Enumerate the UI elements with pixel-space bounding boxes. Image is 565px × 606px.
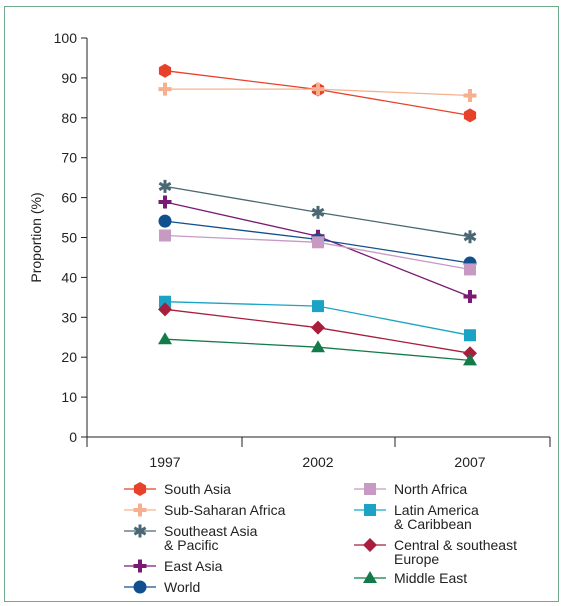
data-point-central-southeast-europe — [463, 346, 477, 361]
legend-marker-middle-east — [363, 571, 377, 583]
data-point-southeast-asia-pacific — [463, 230, 477, 244]
data-point-sub-saharan-africa — [311, 82, 325, 96]
series-middle-east — [158, 332, 477, 366]
figure-frame — [4, 6, 559, 602]
legend-label: Central & southeast Europe — [394, 537, 517, 567]
data-point-central-southeast-europe — [311, 320, 325, 335]
data-point-south-asia — [463, 108, 477, 123]
legend-item-sub-saharan-africa: Sub-Saharan Africa — [124, 502, 286, 518]
data-point-north-africa — [159, 229, 171, 242]
data-point-southeast-asia-pacific — [311, 205, 325, 219]
data-point-world — [158, 214, 172, 228]
legend-label: South Asia — [164, 481, 231, 497]
data-point-south-asia — [158, 63, 172, 78]
legend-item-southeast-asia-pacific: Southeast Asia & Pacific — [124, 523, 258, 553]
data-point-central-southeast-europe — [158, 302, 172, 317]
y-tick-label: 60 — [61, 190, 77, 206]
data-point-east-asia — [463, 290, 477, 304]
legend-item-central-southeast-europe: Central & southeast Europe — [354, 537, 517, 567]
legend-item-south-asia: South Asia — [124, 481, 231, 497]
series-latin-america-caribbean — [159, 295, 476, 342]
legend-marker-central-southeast-europe — [363, 538, 377, 552]
legend-label: North Africa — [394, 481, 467, 497]
series-north-africa — [159, 229, 476, 276]
legend-label: Middle East — [394, 570, 467, 586]
data-point-sub-saharan-africa — [158, 82, 172, 96]
y-tick-label: 30 — [61, 309, 77, 325]
data-point-middle-east — [311, 340, 325, 353]
data-point-middle-east — [158, 332, 172, 345]
series-southeast-asia-pacific — [158, 179, 477, 244]
y-tick-label: 80 — [61, 110, 77, 126]
y-tick-label: 0 — [69, 429, 77, 445]
data-point-east-asia — [158, 195, 172, 209]
data-point-middle-east — [463, 353, 477, 366]
legend-marker-south-asia — [133, 482, 147, 496]
legend-item-north-africa: North Africa — [354, 481, 467, 497]
data-point-north-africa — [464, 263, 476, 276]
legend-marker-southeast-asia-pacific — [133, 524, 147, 538]
legend-label: Latin America & Caribbean — [394, 502, 479, 532]
x-tick-label: 2002 — [302, 454, 333, 470]
legend-label: Sub-Saharan Africa — [164, 502, 286, 518]
data-point-latin-america-caribbean — [464, 329, 476, 342]
legend-marker-sub-saharan-africa — [133, 503, 147, 517]
data-point-north-africa — [312, 236, 324, 249]
y-tick-label: 20 — [61, 349, 77, 365]
series-central-southeast-europe — [158, 302, 477, 361]
legend-label: East Asia — [164, 558, 223, 574]
series-sub-saharan-africa — [158, 82, 477, 102]
y-tick-label: 100 — [54, 30, 78, 46]
y-tick-label: 90 — [61, 70, 77, 86]
legend-label: Southeast Asia & Pacific — [164, 523, 258, 553]
y-tick-label: 50 — [61, 230, 77, 246]
y-tick-label: 70 — [61, 150, 77, 166]
legend-marker-north-africa — [364, 483, 376, 495]
legend-marker-latin-america-caribbean — [364, 504, 376, 516]
x-tick-label: 2007 — [454, 454, 485, 470]
x-tick-label: 1997 — [149, 454, 180, 470]
legend-marker-world — [133, 580, 147, 594]
legend-item-latin-america-caribbean: Latin America & Caribbean — [354, 502, 479, 532]
y-tick-label: 10 — [61, 389, 77, 405]
y-tick-label: 40 — [61, 269, 77, 285]
legend-marker-east-asia — [133, 559, 147, 573]
legend-label: World — [164, 579, 200, 595]
legend-item-middle-east: Middle East — [354, 570, 467, 586]
data-point-sub-saharan-africa — [463, 88, 477, 102]
data-point-southeast-asia-pacific — [158, 179, 172, 193]
legend-item-east-asia: East Asia — [124, 558, 223, 574]
y-axis-title: Proportion (%) — [28, 192, 44, 282]
data-point-latin-america-caribbean — [159, 295, 171, 308]
legend-item-world: World — [124, 579, 200, 595]
data-point-latin-america-caribbean — [312, 300, 324, 313]
